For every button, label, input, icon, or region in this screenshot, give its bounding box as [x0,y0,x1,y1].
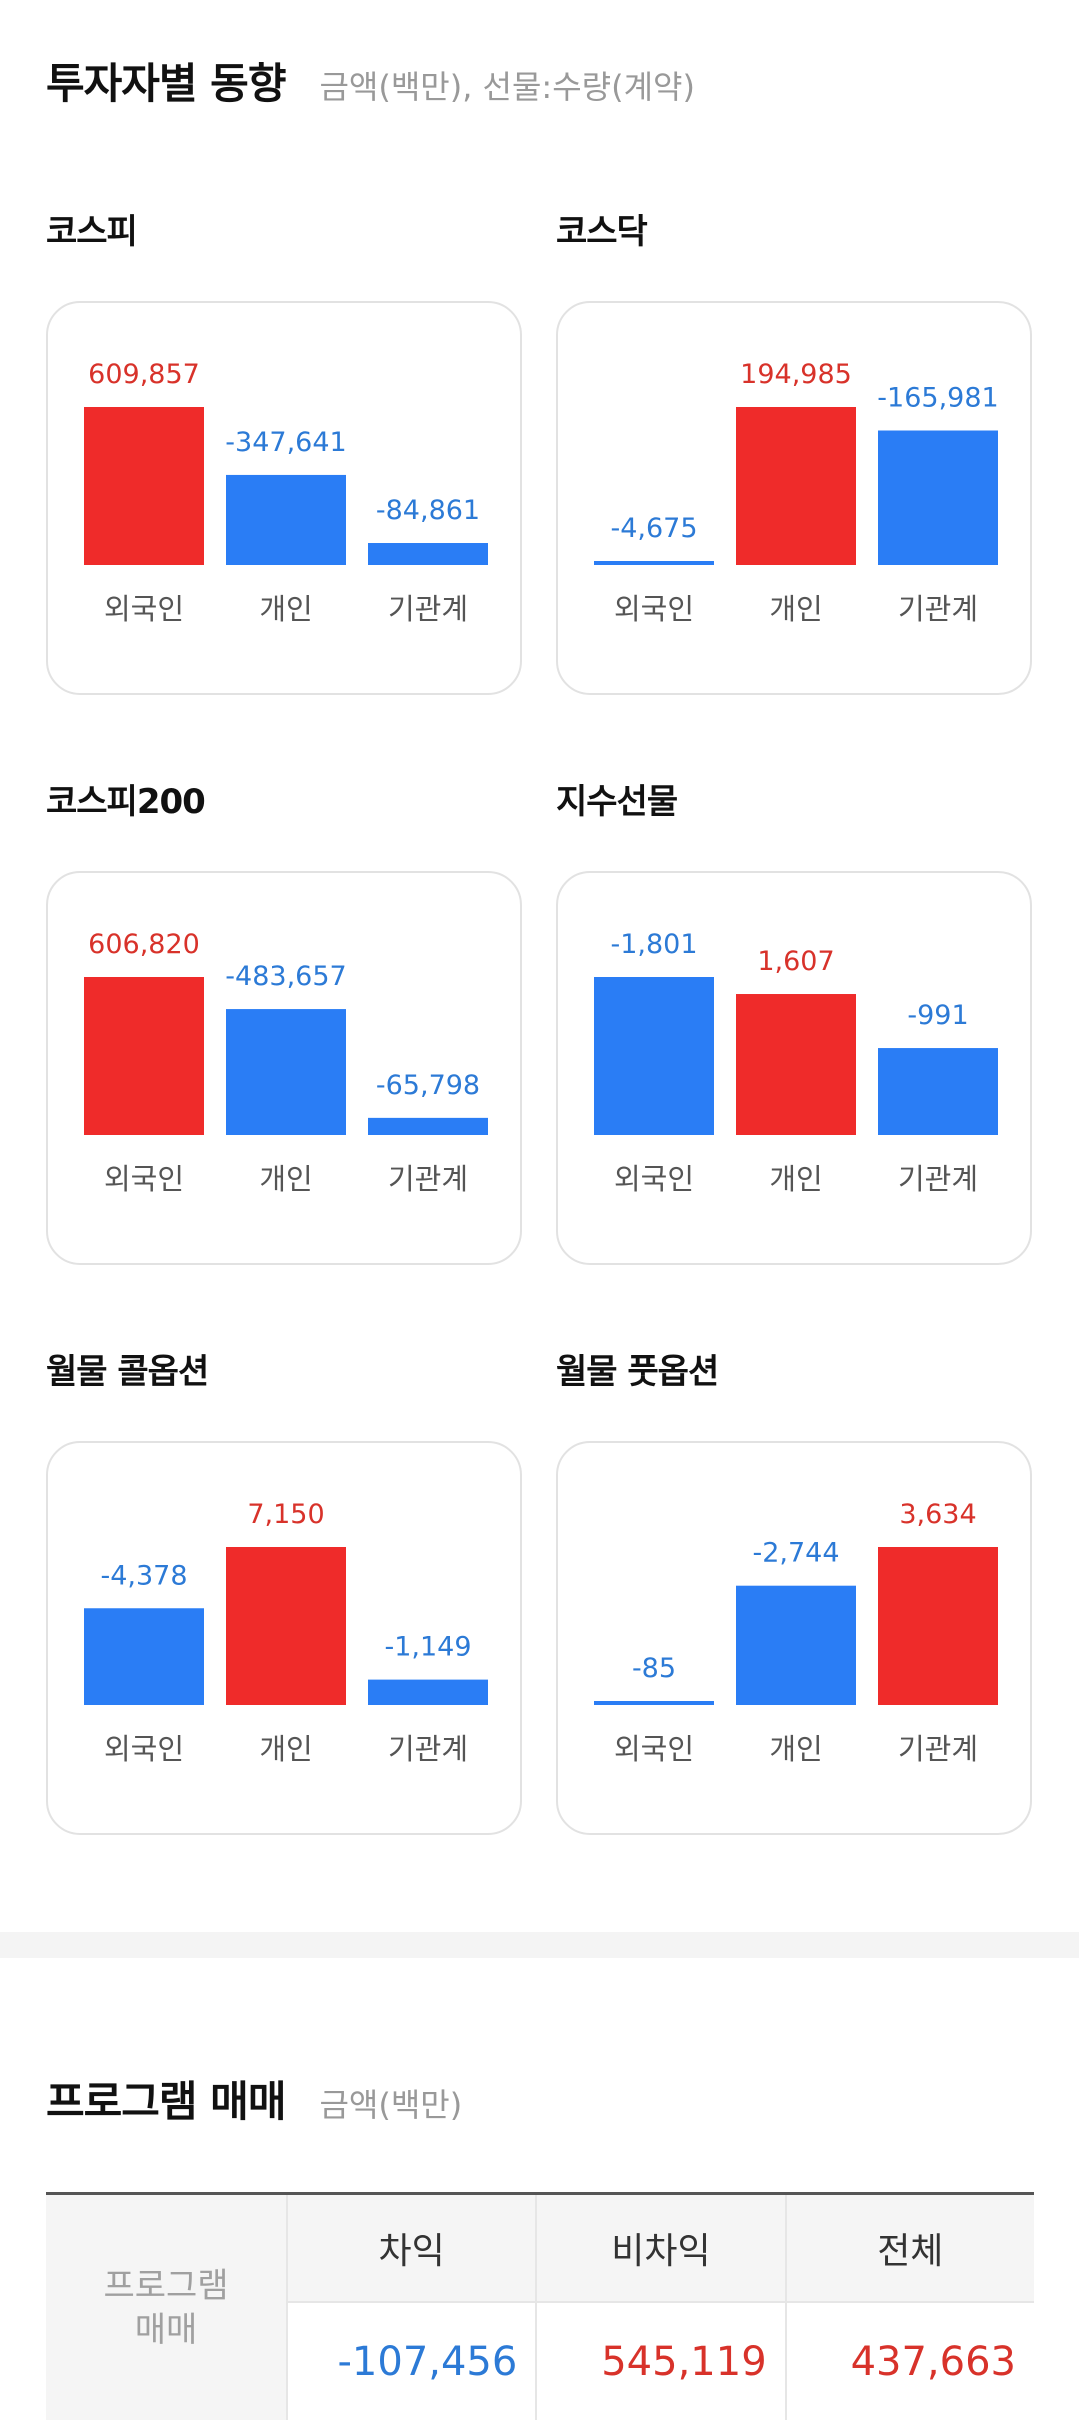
bar-individual [736,407,856,565]
bar-institution [878,1547,998,1705]
investor-section-title: 투자자별 동향 [46,59,286,108]
investor-bar-chart: -1,801 외국인 1,607 개인 -991 기관계 [594,929,998,1196]
card-title-kospi200: 코스피200 [46,782,206,822]
bar-individual [226,1009,346,1135]
bar-foreign [84,407,204,565]
bar-value-label: -84,861 [376,495,480,526]
value-arbitrage: -107,456 [286,2303,535,2420]
section-divider [0,1932,1079,1958]
investor-card-kosdaq[interactable]: -4,675 외국인 194,985 개인 -165,981 기관계 [556,301,1032,695]
bar-value-label: 609,857 [88,359,200,390]
bar-foreign [594,1701,714,1705]
card-title-monthly-call: 월물 콜옵션 [46,1352,209,1392]
investor-bar-chart: -85 외국인 -2,744 개인 3,634 기관계 [594,1499,998,1766]
program-section-title: 프로그램 매매 [46,2077,286,2126]
bar-foreign [84,1608,204,1705]
program-section-subtitle: 금액(백만) [319,2086,463,2124]
bar-category-label: 기관계 [388,1162,468,1196]
header-arbitrage: 차익 [286,2195,536,2303]
bar-value-label: -4,675 [610,513,697,544]
card-title-kosdaq: 코스닥 [556,212,648,252]
bar-value-label: 7,150 [247,1499,324,1530]
value-non-arbitrage: 545,119 [535,2303,784,2420]
bar-category-label: 개인 [259,1162,312,1196]
bar-individual [736,994,856,1135]
bar-value-label: -347,641 [225,427,346,458]
bar-value-label: 1,607 [757,946,834,977]
bar-category-label: 외국인 [104,592,184,626]
bar-value-label: -483,657 [225,961,346,992]
investor-card-monthly-put[interactable]: -85 외국인 -2,744 개인 3,634 기관계 [556,1441,1032,1835]
bar-individual [736,1585,856,1705]
bar-category-label: 기관계 [388,592,468,626]
bar-value-label: -65,798 [376,1070,480,1101]
bar-value-label: 3,634 [899,1499,976,1530]
bar-institution [368,543,488,565]
bar-category-label: 기관계 [898,592,978,626]
investor-bar-chart: -4,675 외국인 194,985 개인 -165,981 기관계 [594,359,999,626]
investor-card-monthly-call[interactable]: -4,378 외국인 7,150 개인 -1,149 기관계 [46,1441,522,1835]
bar-value-label: -991 [907,1000,968,1031]
card-title-monthly-put: 월물 풋옵션 [556,1352,719,1392]
bar-foreign [594,561,714,565]
program-trading-table: 프로그램 매매 차익 비차익 전체 -107,456 545,119 437,6… [46,2192,1034,2420]
bar-category-label: 개인 [769,1732,822,1766]
bar-value-label: -2,744 [752,1538,839,1569]
investor-section-header: 투자자별 동향 금액(백만), 선물:수량(계약) [46,50,695,111]
bar-individual [226,1547,346,1705]
header-non-arbitrage: 비차익 [535,2195,785,2303]
bar-individual [226,474,346,565]
investor-section-subtitle: 금액(백만), 선물:수량(계약) [319,68,695,106]
bar-institution [878,430,998,565]
investor-bar-chart: 606,820 외국인 -483,657 개인 -65,798 기관계 [84,929,488,1196]
bar-foreign [84,977,204,1135]
bar-value-label: 606,820 [88,929,200,960]
bar-category-label: 기관계 [898,1732,978,1766]
bar-category-label: 외국인 [104,1162,184,1196]
header-total: 전체 [784,2195,1034,2303]
bar-category-label: 외국인 [104,1732,184,1766]
bar-value-label: -1,801 [610,929,697,960]
bar-value-label: -4,378 [100,1560,187,1591]
bar-category-label: 기관계 [898,1162,978,1196]
bar-value-label: -165,981 [877,383,998,414]
bar-category-label: 개인 [769,592,822,626]
investor-bar-chart: -4,378 외국인 7,150 개인 -1,149 기관계 [84,1499,488,1766]
bar-institution [368,1117,488,1135]
bar-value-label: -1,149 [384,1632,471,1663]
bar-foreign [594,977,714,1135]
bar-value-label: -85 [632,1653,676,1684]
bar-institution [368,1679,488,1705]
value-total: 437,663 [784,2303,1034,2420]
investor-bar-chart: 609,857 외국인 -347,641 개인 -84,861 기관계 [84,359,488,626]
program-row-label: 프로그램 매매 [46,2195,286,2420]
bar-category-label: 외국인 [614,1732,694,1766]
bar-category-label: 개인 [259,1732,312,1766]
program-section-header: 프로그램 매매 금액(백만) [46,2068,462,2129]
card-title-kospi: 코스피 [46,212,138,252]
bar-category-label: 개인 [259,592,312,626]
bar-institution [878,1048,998,1135]
bar-category-label: 외국인 [614,1162,694,1196]
card-title-index-futures: 지수선물 [556,782,678,822]
bar-category-label: 기관계 [388,1732,468,1766]
investor-card-index-futures[interactable]: -1,801 외국인 1,607 개인 -991 기관계 [556,871,1032,1265]
bar-value-label: 194,985 [740,359,852,390]
bar-category-label: 외국인 [614,592,694,626]
bar-category-label: 개인 [769,1162,822,1196]
investor-card-kospi200[interactable]: 606,820 외국인 -483,657 개인 -65,798 기관계 [46,871,522,1265]
investor-card-kospi[interactable]: 609,857 외국인 -347,641 개인 -84,861 기관계 [46,301,522,695]
